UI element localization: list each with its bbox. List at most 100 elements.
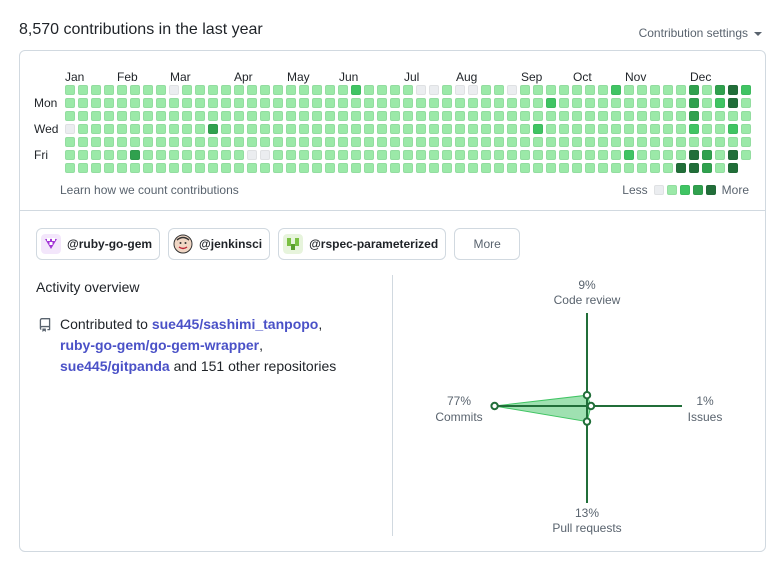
contribution-day[interactable] (637, 111, 647, 121)
contribution-day[interactable] (312, 150, 322, 160)
contribution-day[interactable] (481, 150, 491, 160)
contribution-day[interactable] (741, 124, 751, 134)
contribution-day[interactable] (91, 85, 101, 95)
contribution-day[interactable] (559, 163, 569, 173)
contribution-day[interactable] (338, 150, 348, 160)
contribution-day[interactable] (299, 124, 309, 134)
contribution-day[interactable] (91, 163, 101, 173)
contribution-day[interactable] (234, 124, 244, 134)
contribution-day[interactable] (455, 98, 465, 108)
contribution-day[interactable] (65, 150, 75, 160)
contribution-day[interactable] (650, 124, 660, 134)
contribution-day[interactable] (117, 111, 127, 121)
contribution-day[interactable] (572, 137, 582, 147)
contribution-day[interactable] (429, 163, 439, 173)
contribution-day[interactable] (338, 85, 348, 95)
contribution-day[interactable] (247, 111, 257, 121)
contribution-day[interactable] (481, 163, 491, 173)
contribution-day[interactable] (286, 124, 296, 134)
contribution-day[interactable] (312, 137, 322, 147)
contribution-day[interactable] (702, 98, 712, 108)
contribution-day[interactable] (91, 111, 101, 121)
contribution-day[interactable] (676, 124, 686, 134)
contribution-day[interactable] (286, 137, 296, 147)
contribution-day[interactable] (221, 150, 231, 160)
contribution-day[interactable] (416, 150, 426, 160)
contribution-day[interactable] (247, 85, 257, 95)
repo-link-gitpanda[interactable]: sue445/gitpanda (60, 358, 170, 374)
contribution-day[interactable] (247, 150, 257, 160)
contribution-day[interactable] (351, 163, 361, 173)
contribution-day[interactable] (689, 85, 699, 95)
contribution-day[interactable] (130, 98, 140, 108)
contribution-day[interactable] (494, 137, 504, 147)
contribution-day[interactable] (585, 98, 595, 108)
contribution-day[interactable] (663, 137, 673, 147)
contribution-day[interactable] (403, 85, 413, 95)
contribution-day[interactable] (585, 111, 595, 121)
contribution-day[interactable] (429, 150, 439, 160)
contribution-day[interactable] (156, 137, 166, 147)
contribution-day[interactable] (689, 137, 699, 147)
contribution-day[interactable] (663, 111, 673, 121)
contribution-day[interactable] (429, 85, 439, 95)
contribution-day[interactable] (702, 85, 712, 95)
contribution-day[interactable] (338, 163, 348, 173)
repo-link-sashimi-tanpopo[interactable]: sue445/sashimi_tanpopo (151, 316, 319, 332)
contribution-day[interactable] (494, 150, 504, 160)
contribution-day[interactable] (585, 124, 595, 134)
contribution-day[interactable] (741, 150, 751, 160)
contribution-day[interactable] (442, 163, 452, 173)
contribution-day[interactable] (728, 163, 738, 173)
contribution-day[interactable] (494, 111, 504, 121)
contribution-day[interactable] (247, 163, 257, 173)
contribution-day[interactable] (468, 98, 478, 108)
contribution-day[interactable] (429, 137, 439, 147)
contribution-day[interactable] (741, 85, 751, 95)
contribution-day[interactable] (390, 150, 400, 160)
contribution-day[interactable] (624, 85, 634, 95)
contribution-day[interactable] (715, 85, 725, 95)
contribution-day[interactable] (663, 163, 673, 173)
contribution-day[interactable] (273, 124, 283, 134)
contribution-day[interactable] (689, 111, 699, 121)
contribution-day[interactable] (286, 150, 296, 160)
contribution-day[interactable] (221, 124, 231, 134)
contribution-day[interactable] (104, 137, 114, 147)
contribution-day[interactable] (130, 111, 140, 121)
contribution-day[interactable] (208, 111, 218, 121)
contribution-day[interactable] (585, 137, 595, 147)
contribution-day[interactable] (234, 111, 244, 121)
contribution-day[interactable] (637, 85, 647, 95)
contribution-day[interactable] (520, 98, 530, 108)
contribution-day[interactable] (364, 98, 374, 108)
contribution-day[interactable] (611, 124, 621, 134)
contribution-day[interactable] (520, 85, 530, 95)
contribution-day[interactable] (559, 124, 569, 134)
contribution-day[interactable] (273, 85, 283, 95)
contribution-day[interactable] (351, 111, 361, 121)
contribution-day[interactable] (338, 111, 348, 121)
contribution-day[interactable] (130, 150, 140, 160)
contribution-day[interactable] (624, 111, 634, 121)
contribution-day[interactable] (156, 98, 166, 108)
contribution-day[interactable] (507, 137, 517, 147)
contribution-day[interactable] (377, 124, 387, 134)
contribution-day[interactable] (273, 137, 283, 147)
contribution-day[interactable] (637, 150, 647, 160)
contribution-day[interactable] (78, 163, 88, 173)
contribution-day[interactable] (728, 137, 738, 147)
contribution-day[interactable] (546, 98, 556, 108)
contribution-day[interactable] (663, 85, 673, 95)
contribution-day[interactable] (234, 85, 244, 95)
contribution-day[interactable] (572, 85, 582, 95)
contribution-day[interactable] (312, 85, 322, 95)
contribution-day[interactable] (247, 124, 257, 134)
contribution-day[interactable] (104, 124, 114, 134)
contribution-day[interactable] (728, 111, 738, 121)
contribution-day[interactable] (455, 124, 465, 134)
contribution-day[interactable] (611, 85, 621, 95)
contribution-day[interactable] (156, 124, 166, 134)
contribution-day[interactable] (585, 163, 595, 173)
contribution-day[interactable] (325, 124, 335, 134)
